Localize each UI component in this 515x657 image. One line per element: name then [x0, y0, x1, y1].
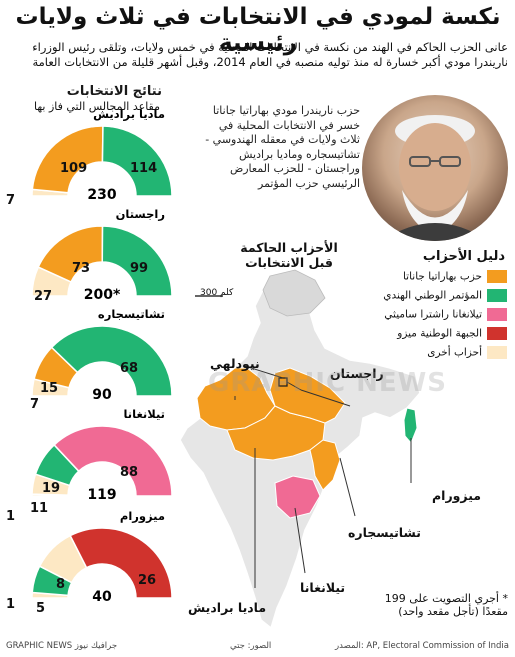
legend-item: تيلانغانا راشترا ساميثي — [312, 308, 507, 326]
label-delhi: نيودلهي — [210, 356, 260, 371]
seat-total: 200* — [84, 287, 121, 303]
label-telangana: تيلانغانا — [300, 580, 346, 595]
kashmir-region — [262, 269, 326, 317]
seat-segment — [31, 125, 104, 194]
seat-count: 15 — [40, 381, 58, 396]
seat-total: 230 — [87, 187, 116, 203]
label-chhattisgarh: تشاتيسجاره — [348, 525, 421, 540]
footer-source: المصدر: AP, Electoral Commission of Indi… — [335, 641, 509, 651]
watermark: GRAPHIC NEWS — [208, 368, 448, 398]
seats-note: * أجري التصويت على 199 مقعدًا (تأجل مقعد… — [384, 592, 508, 618]
seat-segment — [53, 425, 173, 497]
legend-title: دليل الأحزاب — [422, 249, 505, 264]
seat-count: 99 — [130, 261, 148, 276]
seat-count: 7 — [6, 193, 15, 208]
seat-count: 73 — [72, 261, 90, 276]
seat-segment — [101, 225, 173, 297]
india-map — [179, 269, 421, 630]
seat-total: 119 — [87, 487, 116, 503]
legend-label: الجبهة الوطنية ميزو — [397, 327, 482, 340]
seat-count: 1 — [6, 597, 15, 612]
legend-label: أحزاب أخرى — [427, 346, 482, 359]
results-subtitle: مقاعد المجالس التي فاز بها — [33, 100, 160, 113]
ruling-parties-title: الأحزاب الحاكمة قبل الانتخابات — [240, 240, 338, 270]
seat-count: 26 — [138, 573, 156, 588]
legend-label: حزب بهاراتيا جاناتا — [402, 270, 482, 283]
seat-total: 90 — [92, 387, 112, 403]
state-chart: راجستان 27 73 99 200* — [31, 207, 173, 304]
state-label: راجستان — [116, 207, 165, 221]
state-label: تشاتيسجاره — [98, 307, 165, 321]
state-label: ماديا براديش — [93, 107, 165, 121]
chhattisgarh-region — [309, 439, 341, 491]
telangana-region — [274, 475, 321, 519]
seat-count: 27 — [34, 289, 52, 304]
legend-swatch — [487, 289, 507, 302]
legend-swatch — [487, 327, 507, 340]
seat-count: 5 — [36, 601, 45, 616]
modi-caption: حزب ناريندرا مودي بهاراتيا جاناتا خسر في… — [205, 104, 360, 190]
legend-item: حزب بهاراتيا جاناتا — [312, 270, 507, 288]
label-rajasthan: راجستان — [330, 366, 384, 381]
seat-count: 19 — [42, 481, 60, 496]
legend-item: المؤتمر الوطني الهندي — [312, 289, 507, 307]
legend-item: الجبهة الوطنية ميزو — [312, 327, 507, 345]
state-label: تيلانغانا — [123, 407, 165, 421]
seat-count: 68 — [120, 361, 138, 376]
footer: GRAPHIC NEWS جرافيك نيوز الصور: جتي المص… — [0, 636, 515, 657]
seat-total: 40 — [92, 589, 112, 605]
madhya-pradesh-region — [226, 405, 326, 461]
state-chart: ميزورام 1 58 26 40 — [6, 509, 173, 616]
rajasthan-region — [196, 367, 276, 431]
state-chart: تشاتيسجاره 715 68 90 — [30, 307, 173, 412]
modi-photo — [362, 95, 508, 241]
legend-label: المؤتمر الوطني الهندي — [383, 289, 482, 302]
footer-brand: GRAPHIC NEWS جرافيك نيوز — [6, 641, 118, 651]
page-title: نكسة لمودي في الانتخابات في ثلاث ولايات … — [15, 4, 501, 56]
seat-count: 11 — [30, 501, 48, 516]
results-title: نتائج الانتخابات — [66, 84, 162, 99]
seat-segment — [101, 125, 173, 197]
seat-count: 109 — [60, 161, 87, 176]
seat-count: 114 — [130, 161, 157, 176]
seat-count: 1 — [6, 509, 15, 524]
scale-label: 300 كلم — [200, 288, 234, 298]
label-mizoram: ميزورام — [432, 488, 482, 503]
state-label: ميزورام — [120, 509, 165, 524]
state-chart: ماديا براديش 7 109 114 230 — [6, 107, 173, 208]
seat-segment — [50, 325, 173, 397]
legend-swatch — [487, 308, 507, 321]
footer-photo-credit: الصور: جتي — [230, 641, 272, 651]
seat-count: 8 — [56, 577, 65, 592]
seat-segment — [69, 527, 173, 599]
legend-swatch — [487, 346, 507, 359]
page-subtitle: عانى الحزب الحاكم في الهند من نكسة في ال… — [32, 40, 508, 69]
mizoram-region — [403, 407, 418, 444]
seat-count: 7 — [30, 397, 39, 412]
legend-item: أحزاب أخرى — [312, 346, 507, 364]
seat-count: 88 — [120, 465, 138, 480]
label-madhya-pradesh: ماديا براديش — [188, 600, 267, 615]
uttar-pradesh-region — [269, 367, 346, 424]
legend-swatch — [487, 270, 507, 283]
legend-label: تيلانغانا راشترا ساميثي — [384, 308, 482, 321]
